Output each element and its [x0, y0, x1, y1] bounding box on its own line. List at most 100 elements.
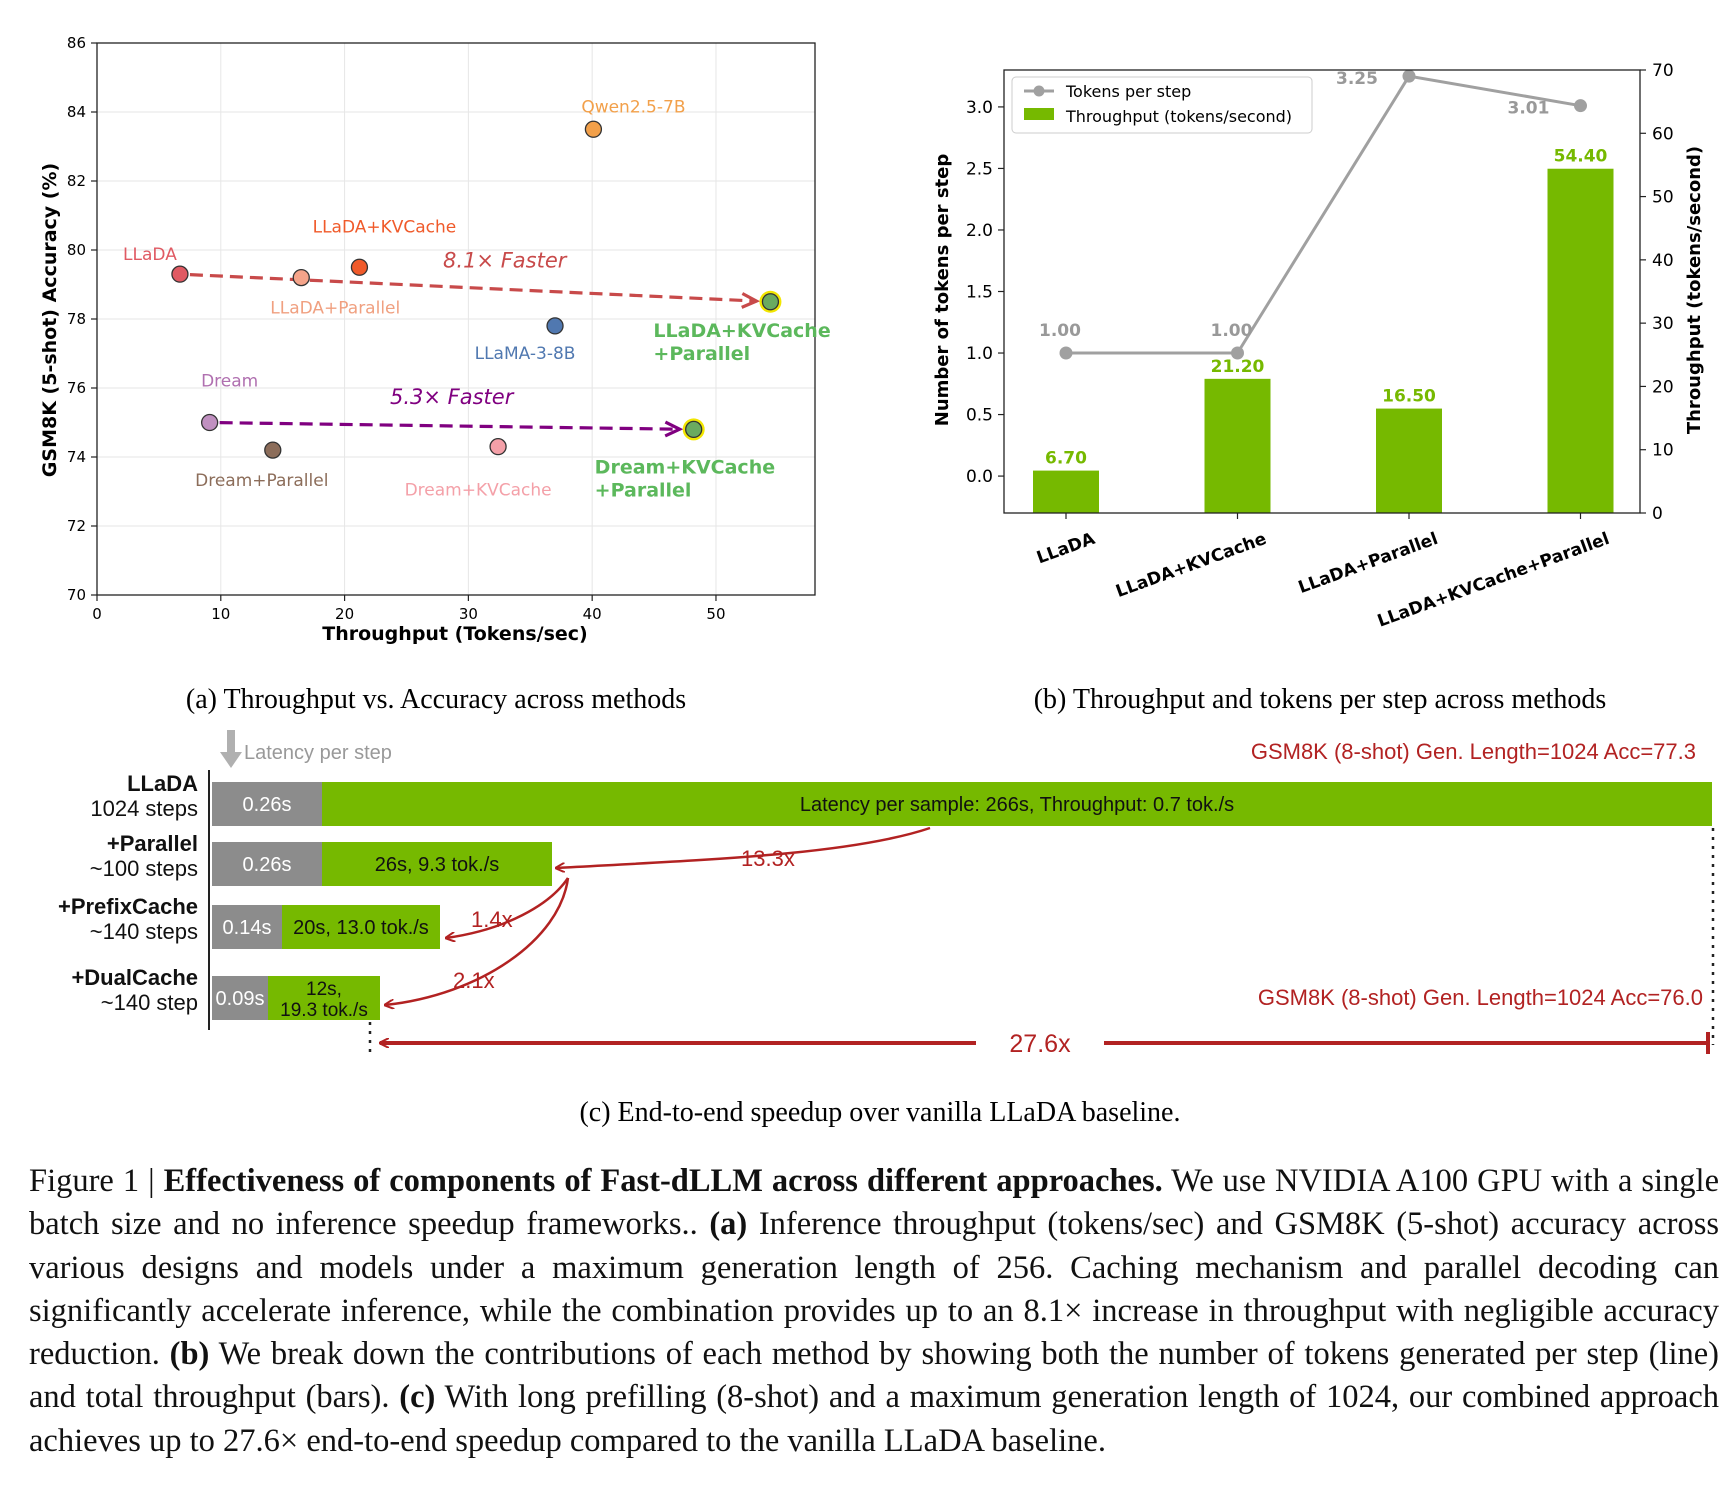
caption-text-1: We use NVIDIA A100 GPU with a single bat… [29, 1163, 1720, 1243]
tick-label-y-72: 72 [67, 517, 86, 535]
tick-label-right-0: 0 [1652, 504, 1663, 524]
point-label-line: LLaDA+KVCache [653, 320, 830, 342]
speed-arrow-1 [219, 421, 680, 431]
latency-per-step-text: Latency per step [244, 742, 392, 764]
row-steps-dualcache: ~140 step [101, 990, 198, 1015]
tokens-point-llada-kvcache-parallel [1574, 99, 1587, 113]
point-label-line: +Parallel [595, 479, 692, 501]
panel-a-points: LLaDA LLaDA+Parallel LLaDA+KVCache Qwen2.5-… [123, 97, 831, 501]
legend-bar-swatch [1024, 108, 1054, 120]
tick-label-right-70: 70 [1652, 61, 1674, 81]
panel-c-rows: 0.26s Latency per sample: 266s, Throughpu… [58, 771, 1712, 1021]
point-dream-kvcache-parallel [685, 420, 703, 439]
row-name-prefixcache: +PrefixCache [58, 894, 198, 919]
speed-label-0: 8.1× Faster [443, 248, 568, 272]
tick-label-x-llada-parallel: LLaDA+Parallel [1296, 529, 1441, 598]
point-label-line: LLaMA-3-8B [475, 344, 576, 364]
speedup-1-4x: 1.4x [471, 907, 513, 932]
point-label-llada-kvcache-parallel: LLaDA+KVCache +Parallel [653, 320, 830, 365]
step-label-prefixcache: 0.14s [223, 917, 272, 939]
speed-arrowhead-0 [741, 292, 761, 309]
speed-arrowhead-1 [664, 420, 684, 438]
point-label-line: +Parallel [653, 343, 750, 365]
sample-label-prefixcache: 20s, 13.0 tok./s [293, 917, 429, 939]
panel-c-latency: Latency per step GSM8K (8-shot) Gen. Len… [58, 730, 1715, 1058]
subcaption-a: (a) Throughput vs. Accuracy across metho… [186, 684, 686, 715]
tokens-point-llada [1059, 346, 1073, 360]
point-label-llada-parallel: LLaDA+Parallel [270, 299, 400, 319]
row-steps-llada: 1024 steps [90, 796, 198, 821]
caption-tag-b: (b) [169, 1336, 210, 1373]
point-label-line: Qwen2.5-7B [581, 97, 685, 117]
bar-llada-parallel [1376, 408, 1442, 513]
panel-b-bars: 6.70 21.20 16.50 54.40 [1033, 147, 1614, 513]
arrow-2-1x [385, 877, 570, 1005]
point-llada-kvcache [350, 258, 369, 276]
subcaption-c: (c) End-to-end speedup over vanilla LLaD… [579, 1097, 1180, 1128]
bar-label-llada-parallel: 16.50 [1382, 387, 1436, 407]
bar-label-llada-kvcache: 21.20 [1211, 357, 1265, 377]
sample-label-parallel: 26s, 9.3 tok./s [375, 854, 500, 876]
step-label-parallel: 0.26s [243, 854, 292, 876]
tick-label-y-70: 70 [67, 586, 86, 604]
tokens-point-llada-parallel [1402, 69, 1416, 83]
step-bar-dualcache [212, 976, 268, 1020]
point-dream [201, 413, 219, 432]
legend-throughput-label: Throughput (tokens/second) [1065, 107, 1292, 126]
latency-per-step-legend: Latency per step [220, 730, 392, 768]
acc-bottom-right: GSM8K (8-shot) Gen. Length=1024 Acc=76.0 [1258, 985, 1703, 1010]
point-label-line: LLaDA [123, 245, 177, 265]
tokens-line [1066, 74, 1581, 355]
point-label-dream-kvcache-parallel: Dream+KVCache +Parallel [595, 456, 775, 501]
panel-a-xlabel: Throughput (Tokens/sec) [322, 623, 588, 645]
panel-b-ylabel-left: Number of tokens per step [932, 154, 953, 427]
caption-tag-a: (a) [709, 1206, 748, 1243]
figure-canvas: 0 10 20 30 40 50 70 72 74 76 78 80 82 84 86 8.1× Faste… [39, 34, 1715, 1128]
tick-label-y-86: 86 [67, 34, 86, 52]
panel-a-grid [96, 42, 815, 596]
down-arrow-icon [220, 730, 242, 768]
sample-bar-parallel [322, 842, 552, 886]
tick-label-left-2.5: 2.5 [966, 159, 993, 179]
tick-label-y-80: 80 [67, 241, 86, 259]
step-label-llada: 0.26s [243, 794, 292, 816]
acc-top-right: GSM8K (8-shot) Gen. Length=1024 Acc=77.3 [1251, 739, 1696, 764]
caption-text-4: With long prefilling (8-shot) and a maxi… [29, 1379, 1719, 1459]
caption-prefix: Figure 1 | [29, 1163, 164, 1199]
speed-arrow-0 [189, 273, 757, 303]
caption-tag-c: (c) [399, 1379, 436, 1416]
point-label-llama-3-8b: LLaMA-3-8B [475, 344, 576, 364]
sample-bar-dualcache [268, 976, 380, 1020]
point-label-line: LLaDA+Parallel [270, 299, 400, 319]
point-label-line: Dream+KVCache [405, 481, 552, 501]
bar-label-llada: 6.70 [1045, 449, 1087, 469]
tick-label-right-30: 30 [1652, 314, 1674, 334]
point-label-llada: LLaDA [123, 245, 177, 265]
point-dream-parallel [264, 441, 282, 459]
row-name-llada: LLaDA [127, 771, 198, 796]
row-steps-prefixcache: ~140 steps [90, 919, 198, 944]
point-llama-3-8b [546, 317, 564, 335]
bar-llada [1033, 470, 1099, 513]
row-name-parallel: +Parallel [107, 831, 198, 856]
tick-label-left-3.0: 3.0 [966, 98, 993, 118]
bar-label-llada-kvcache-parallel: 54.40 [1554, 147, 1608, 167]
point-label-dream-parallel: Dream+Parallel [195, 471, 328, 491]
panel-a-ticks: 0 10 20 30 40 50 70 72 74 76 78 80 82 84 86 [67, 34, 726, 623]
point-label-line: Dream+Parallel [195, 471, 328, 491]
tick-label-y-78: 78 [67, 310, 86, 328]
tick-label-x-10: 10 [211, 605, 230, 623]
point-llada-parallel [292, 268, 310, 287]
tick-label-right-50: 50 [1652, 188, 1674, 208]
tick-label-x-llada: LLaDA [1034, 529, 1098, 569]
panel-b-legend: Tokens per step Throughput (tokens/secon… [1011, 76, 1313, 134]
tick-label-y-76: 76 [67, 379, 86, 397]
row-steps-parallel: ~100 steps [90, 856, 198, 881]
bar-llada-kvcache-parallel [1547, 168, 1614, 513]
point-label-dream-kvcache: Dream+KVCache [405, 481, 552, 501]
speedup-total: 27.6x [1009, 1030, 1071, 1058]
tokens-point-llada-kvcache [1231, 346, 1244, 360]
sample-bar-llada [322, 782, 1712, 826]
panel-a-ylabel: GSM8K (5-shot) Accuracy (%) [39, 163, 61, 477]
